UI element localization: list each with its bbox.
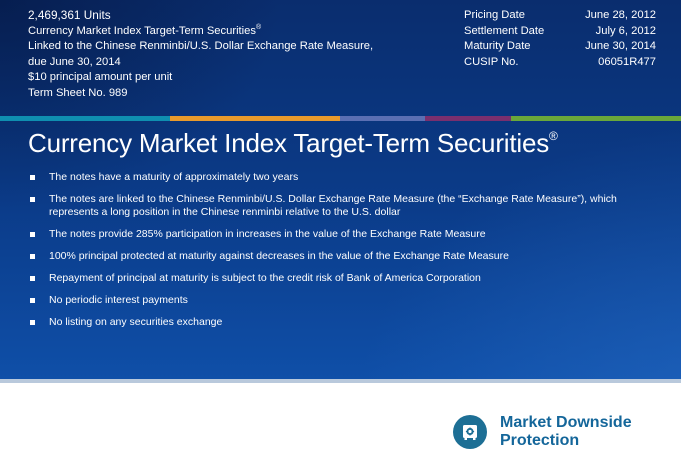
detail-value: July 6, 2012	[595, 24, 656, 37]
page-title: Currency Market Index Target-Term Securi…	[28, 128, 558, 158]
registered-mark: ®	[255, 23, 262, 31]
detail-label: Settlement Date	[464, 24, 545, 37]
list-item: No listing on any securities exchange	[30, 316, 650, 329]
settlement-date-row: Settlement Date July 6, 2012	[464, 24, 656, 40]
strip-segment-green	[511, 116, 681, 121]
pricing-date-row: Pricing Date June 28, 2012	[464, 8, 656, 24]
strip-segment-blue	[340, 116, 425, 121]
list-item: No periodic interest payments	[30, 294, 650, 307]
safe-vault-glyph	[463, 425, 477, 440]
badge-line-2: Protection	[500, 432, 580, 449]
strip-segment-orange	[170, 116, 340, 121]
strip-segment-purple	[425, 116, 511, 121]
bullet-square-icon	[30, 175, 35, 180]
list-item: The notes are linked to the Chinese Renm…	[30, 193, 650, 219]
bullet-square-icon	[30, 232, 35, 237]
bullet-square-icon	[30, 276, 35, 281]
color-strip	[0, 116, 681, 121]
underlying-line: Linked to the Chinese Renminbi/U.S. Doll…	[28, 40, 374, 53]
feature-list: The notes have a maturity of approximate…	[30, 171, 650, 338]
cusip-row: CUSIP No. 06051R477	[464, 55, 656, 71]
strip-segment-teal	[0, 116, 170, 121]
list-item: Repayment of principal at maturity is su…	[30, 272, 650, 285]
title-registered-mark: ®	[549, 129, 558, 143]
list-item: The notes provide 285% participation in …	[30, 228, 650, 241]
badge-label: Market Downside Protection	[500, 414, 632, 450]
bullet-square-icon	[30, 320, 35, 325]
units-line: 2,469,361 Units	[28, 8, 111, 22]
detail-label: Pricing Date	[464, 9, 525, 21]
term-sheet-number: Term Sheet No. 989	[28, 86, 128, 99]
key-dates-table: Pricing Date June 28, 2012 Settlement Da…	[464, 8, 656, 70]
offering-summary: 2,469,361 Units Currency Market Index Ta…	[28, 8, 373, 102]
list-item: The notes have a maturity of approximate…	[30, 171, 650, 184]
safe-vault-icon	[453, 415, 487, 449]
list-item: 100% principal protected at maturity aga…	[30, 250, 650, 263]
detail-value: June 30, 2014	[585, 40, 656, 53]
principal-amount-line: $10 principal amount per unit	[28, 71, 173, 84]
bullet-square-icon	[30, 197, 35, 202]
badge-line-1: Market Downside	[500, 414, 632, 431]
bullet-square-icon	[30, 298, 35, 303]
banner-bottom-rule	[0, 379, 681, 383]
header-banner: 2,469,361 Units Currency Market Index Ta…	[0, 0, 681, 379]
due-date-line: due June 30, 2014	[28, 55, 121, 68]
bullet-square-icon	[30, 254, 35, 259]
market-downside-protection-badge: Market Downside Protection	[453, 414, 632, 450]
detail-value: 06051R477	[598, 55, 656, 68]
detail-label: CUSIP No.	[464, 55, 519, 68]
detail-value: June 28, 2012	[585, 9, 656, 21]
detail-label: Maturity Date	[464, 40, 531, 53]
maturity-date-row: Maturity Date June 30, 2014	[464, 39, 656, 55]
security-name-line: Currency Market Index Target-Term Securi…	[28, 23, 262, 37]
